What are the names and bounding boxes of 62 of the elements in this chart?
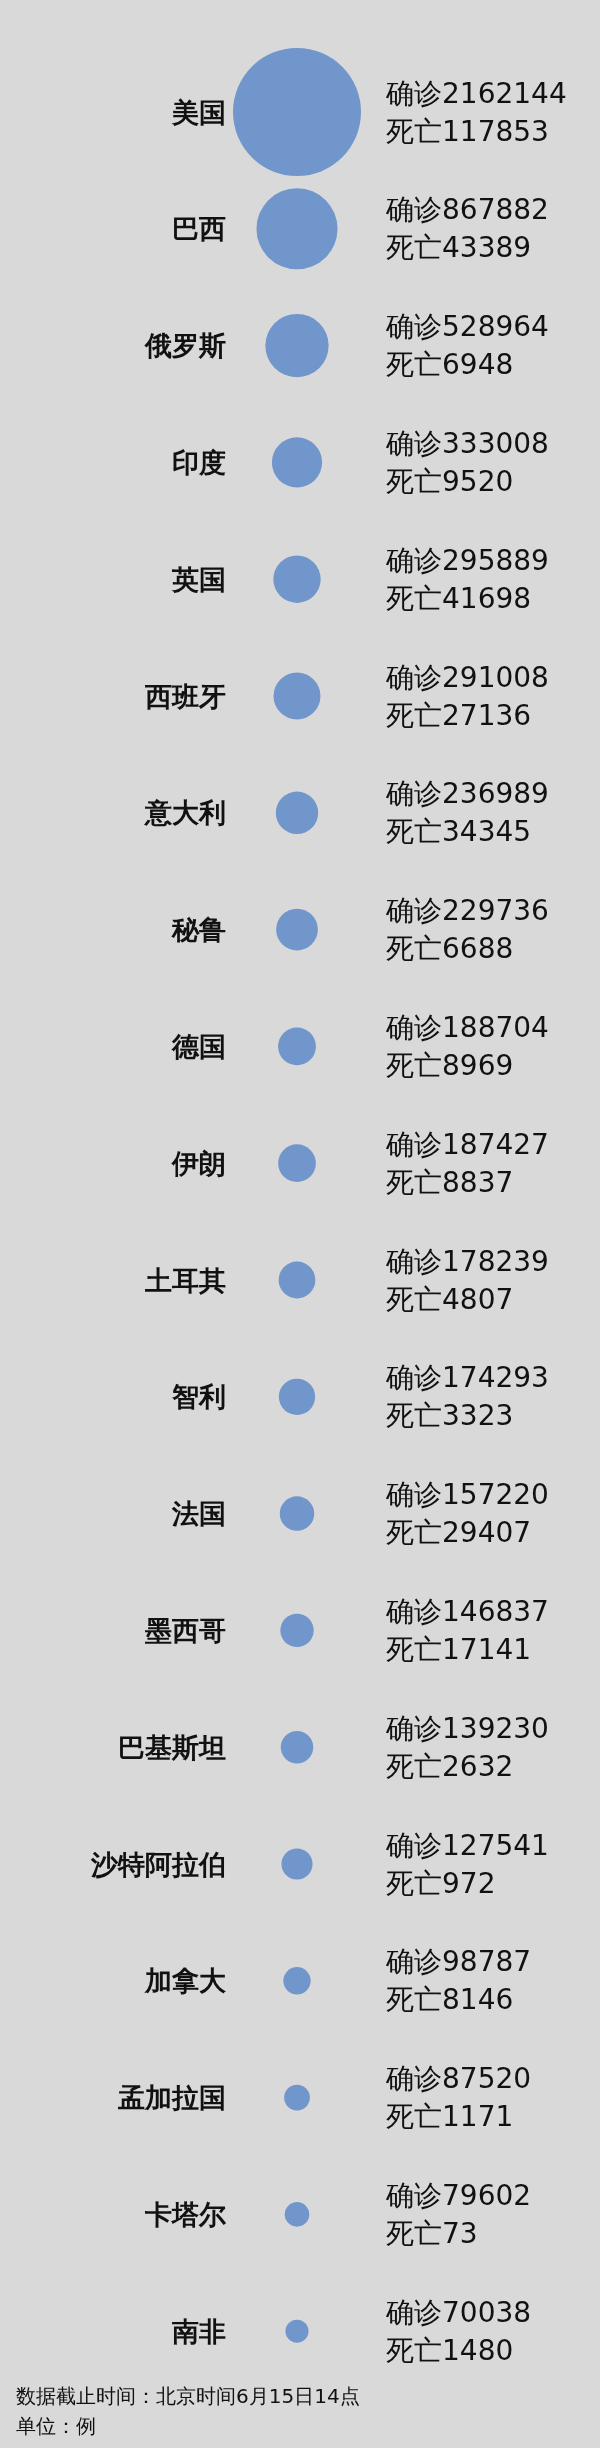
data-label: 死亡117853: [386, 114, 549, 148]
data-label: 死亡3323: [386, 1399, 514, 1433]
category-label: 卡塔尔: [144, 2198, 227, 2230]
data-label: 死亡29407: [386, 1516, 532, 1550]
text: 单位：例: [16, 2414, 96, 2438]
data-label: 死亡73: [386, 2216, 478, 2250]
data-label: 确诊127541: [385, 1828, 549, 1862]
data-label: 确诊528964: [385, 310, 549, 344]
category-label: 孟加拉国: [117, 2082, 226, 2114]
category-label: 俄罗斯: [144, 330, 226, 362]
category-label: 秘鲁: [171, 914, 226, 946]
data-label: 死亡1480: [386, 2333, 514, 2367]
data-label: 确诊79602: [385, 2178, 532, 2212]
data-label: 死亡1171: [386, 2100, 514, 2134]
data-label: 死亡6688: [386, 932, 514, 966]
category-label: 英国: [171, 563, 226, 595]
data-label: 确诊291008: [385, 660, 549, 694]
data-label: 确诊98787: [385, 1945, 532, 1979]
data-label: 确诊87520: [385, 2062, 532, 2096]
data-label: 确诊157220: [385, 1478, 549, 1512]
category-label: 法国: [171, 1498, 226, 1530]
data-label: 确诊139230: [385, 1711, 549, 1745]
category-label: 墨西哥: [144, 1614, 226, 1646]
category-label: 西班牙: [144, 680, 226, 712]
data-label: 确诊229736: [385, 894, 549, 928]
category-label: 美国: [171, 96, 226, 128]
data-label: 死亡6948: [386, 348, 514, 382]
category-label: 南非: [171, 2315, 226, 2347]
category-label: 意大利: [144, 797, 226, 829]
data-label: 确诊174293: [385, 1361, 549, 1395]
data-label: 死亡27136: [386, 698, 532, 732]
data-label: 死亡4807: [386, 1282, 514, 1316]
category-label: 土耳其: [144, 1264, 226, 1296]
data-label: 死亡972: [386, 1866, 496, 1900]
data-label: 死亡34345: [386, 815, 532, 849]
data-label: 死亡43389: [386, 231, 532, 265]
category-label: 智利: [171, 1381, 226, 1413]
data-label: 确诊70038: [385, 2295, 532, 2329]
category-label: 伊朗: [171, 1147, 226, 1179]
data-label: 确诊188704: [385, 1010, 549, 1044]
data-label: 死亡8837: [386, 1165, 514, 1199]
data-label: 死亡41698: [386, 581, 532, 615]
category-label: 加拿大: [144, 1965, 227, 1997]
data-label: 确诊187427: [385, 1127, 549, 1161]
data-label: 确诊295889: [385, 543, 549, 577]
data-label: 确诊2162144: [385, 76, 567, 110]
data-label: 死亡8969: [386, 1048, 514, 1082]
category-label: 巴西: [172, 213, 226, 245]
data-label: 确诊178239: [385, 1244, 549, 1278]
data-label: 确诊236989: [385, 777, 549, 811]
data-label: 死亡2632: [386, 1749, 514, 1783]
data-label: 死亡8146: [386, 1983, 514, 2017]
data-label: 死亡9520: [386, 464, 514, 498]
data-label: 确诊146837: [385, 1594, 549, 1628]
category-label: 沙特阿拉伯: [90, 1848, 226, 1880]
text: 数据截止时间：北京时间6月15日14点: [16, 2384, 360, 2408]
category-label: 德国: [171, 1030, 226, 1062]
data-label: 死亡17141: [386, 1632, 532, 1666]
data-label: 确诊333008: [385, 426, 549, 460]
category-label: 印度: [172, 446, 226, 478]
data-label: 确诊867882: [385, 193, 549, 227]
category-label: 巴基斯坦: [118, 1731, 226, 1763]
